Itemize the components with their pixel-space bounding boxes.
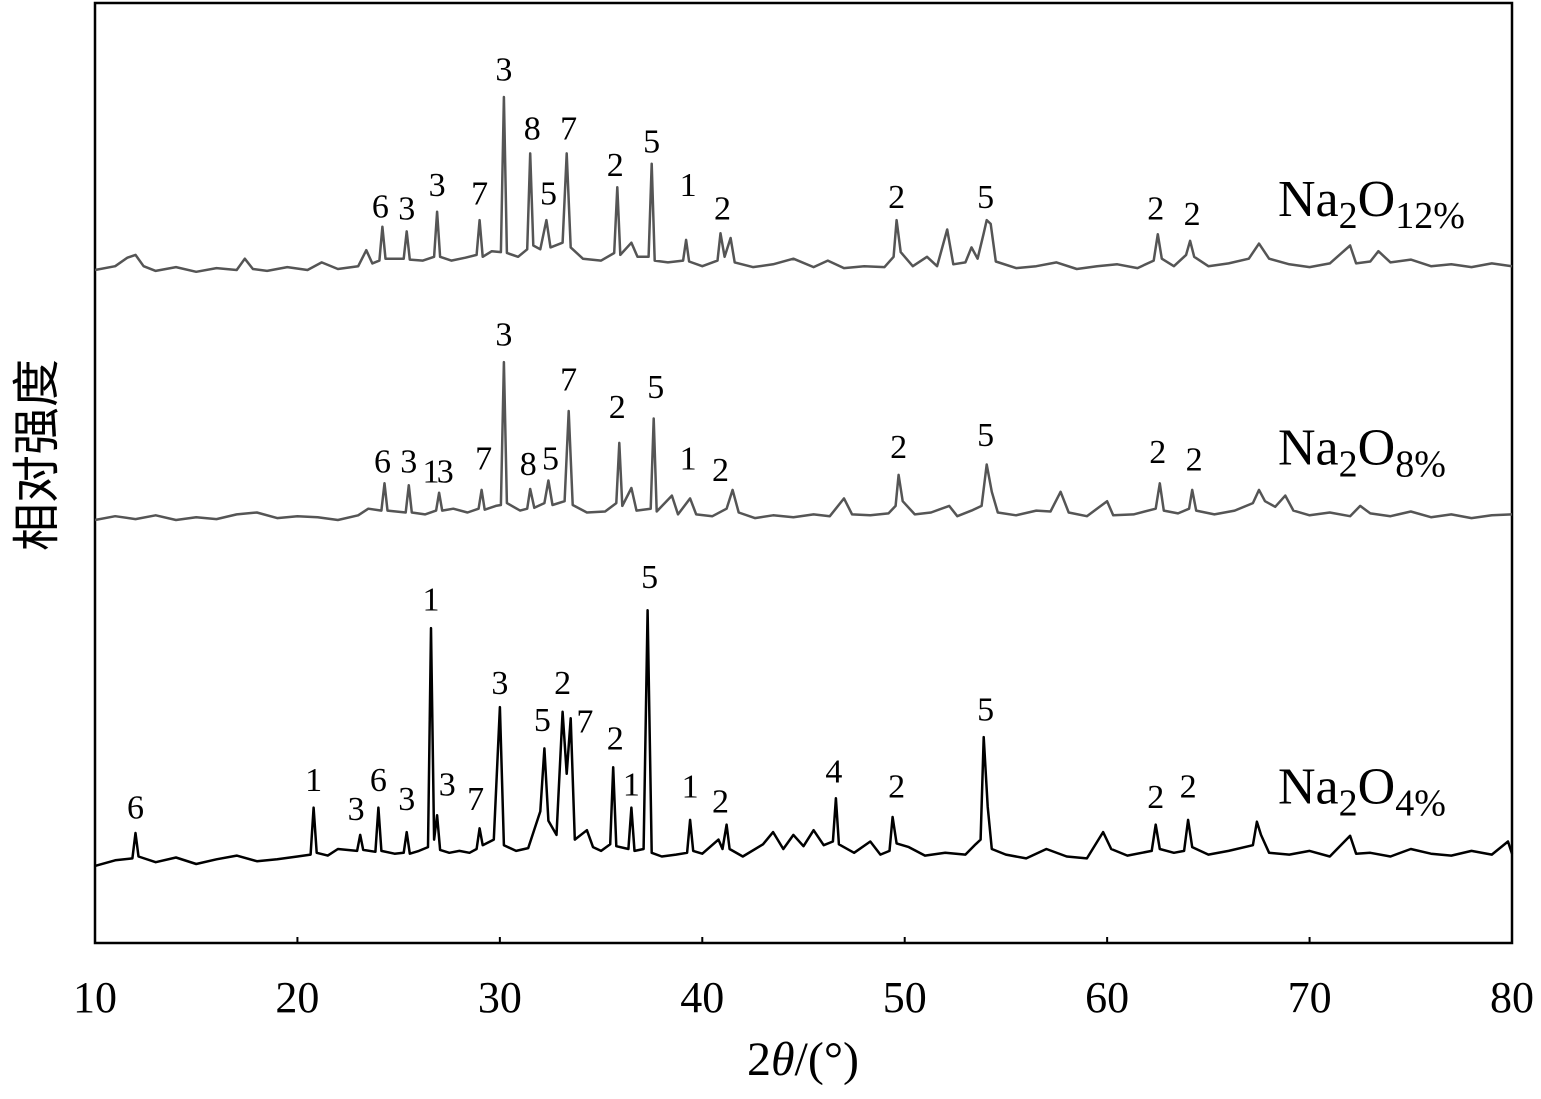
x-tick-label: 70 bbox=[1288, 973, 1332, 1022]
peak-label: 5 bbox=[643, 124, 660, 161]
peak-label: 6 bbox=[127, 789, 144, 826]
series-line bbox=[94, 95, 1513, 274]
peak-label: 3 bbox=[495, 51, 512, 88]
peak-label: 3 bbox=[439, 767, 456, 804]
x-tick-label: 30 bbox=[478, 973, 522, 1022]
peak-label: 7 bbox=[467, 781, 484, 818]
peak-label: 5 bbox=[977, 417, 994, 454]
peak-label: 2 bbox=[714, 190, 731, 227]
peak-label: 3 bbox=[491, 665, 508, 702]
peak-label: 7 bbox=[560, 362, 577, 399]
peak-label: 3 bbox=[398, 781, 415, 818]
peak-label: 6 bbox=[372, 189, 389, 226]
peak-label: 5 bbox=[977, 179, 994, 216]
peak-label: 6 bbox=[374, 443, 391, 480]
peak-label: 1 bbox=[423, 582, 440, 619]
x-tick-label: 20 bbox=[275, 973, 319, 1022]
peak-label: 1 bbox=[423, 454, 440, 491]
peak-label: 2 bbox=[1149, 434, 1166, 471]
plot-frame bbox=[93, 1, 1514, 945]
peak-label: 2 bbox=[607, 721, 624, 758]
peak-label: 7 bbox=[576, 704, 593, 741]
peak-label: 2 bbox=[1186, 441, 1203, 478]
series-line bbox=[94, 360, 1513, 522]
peak-label: 3 bbox=[398, 190, 415, 227]
peak-label: 2 bbox=[888, 179, 905, 216]
x-tick-label: 10 bbox=[73, 973, 117, 1022]
peak-label: 2 bbox=[554, 665, 571, 702]
peak-label: 5 bbox=[977, 691, 994, 728]
x-tick-label: 50 bbox=[883, 973, 927, 1022]
peak-label: 1 bbox=[682, 769, 699, 806]
peak-label: 7 bbox=[471, 175, 488, 212]
peak-label: 8 bbox=[524, 111, 541, 148]
peak-label: 5 bbox=[647, 369, 664, 406]
peak-label: 5 bbox=[540, 175, 557, 212]
peak-label: 3 bbox=[348, 791, 365, 828]
peak-label: 2 bbox=[890, 429, 907, 466]
peak-label: 7 bbox=[475, 441, 492, 478]
peak-label: 2 bbox=[609, 389, 626, 426]
x-tick-label: 40 bbox=[680, 973, 724, 1022]
series-label: Na2O12% bbox=[1278, 171, 1465, 237]
peak-label: 2 bbox=[888, 769, 905, 806]
series-label: Na2O8% bbox=[1278, 419, 1446, 485]
peak-label: 1 bbox=[680, 167, 697, 204]
x-axis-label: 2θ/(°) bbox=[747, 1033, 859, 1086]
peak-label: 1 bbox=[680, 441, 697, 478]
peak-label: 2 bbox=[1180, 769, 1197, 806]
series-line bbox=[94, 608, 1514, 868]
peak-label: 5 bbox=[542, 441, 559, 478]
peak-label: 3 bbox=[400, 443, 417, 480]
peak-label: 2 bbox=[607, 147, 624, 184]
peak-label: 2 bbox=[1147, 779, 1164, 816]
peak-label: 2 bbox=[712, 784, 729, 821]
y-axis-label: 相对强度 bbox=[11, 359, 64, 551]
peak-label: 3 bbox=[437, 454, 454, 491]
peak-label: 1 bbox=[623, 767, 640, 804]
peak-label: 3 bbox=[429, 167, 446, 204]
peak-label: 3 bbox=[495, 316, 512, 353]
peak-label: 4 bbox=[825, 754, 842, 791]
peak-label: 5 bbox=[534, 702, 551, 739]
peak-label: 6 bbox=[370, 762, 387, 799]
peak-label: 2 bbox=[1184, 196, 1201, 233]
peak-label: 1 bbox=[305, 762, 322, 799]
peak-label: 2 bbox=[1147, 190, 1164, 227]
series-label: Na2O4% bbox=[1278, 759, 1446, 825]
peak-label: 5 bbox=[641, 559, 658, 596]
x-tick-label: 60 bbox=[1085, 973, 1129, 1022]
peak-label: 2 bbox=[712, 452, 729, 489]
x-tick-label: 80 bbox=[1490, 973, 1534, 1022]
peak-label: 7 bbox=[560, 111, 577, 148]
peak-label: 8 bbox=[520, 446, 537, 483]
